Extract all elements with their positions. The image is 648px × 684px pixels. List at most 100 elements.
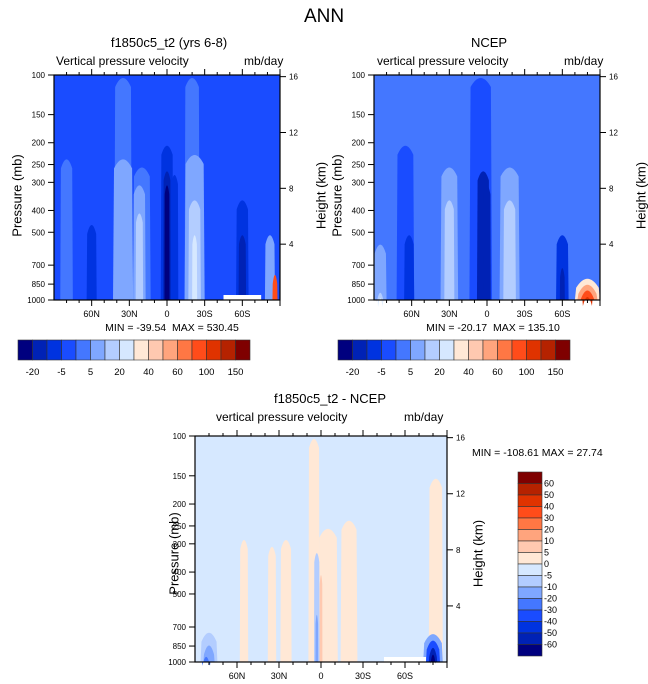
contour-region bbox=[559, 268, 565, 300]
colorbar-label: 60 bbox=[172, 367, 183, 378]
colorbar-swatch bbox=[540, 339, 556, 361]
contour-region bbox=[318, 528, 338, 662]
colorbar-swatch bbox=[517, 598, 543, 611]
right-string-obs: mb/day bbox=[564, 54, 604, 68]
x-tick-label: 30N bbox=[271, 671, 288, 681]
colorbar-label: 5 bbox=[408, 367, 413, 378]
colorbar-label: 30 bbox=[544, 513, 554, 523]
colorbar-swatch bbox=[517, 552, 543, 565]
left-string-model: Vertical pressure velocity bbox=[56, 54, 189, 68]
y-tick-label: 1000 bbox=[27, 296, 45, 305]
y-tick-label: 500 bbox=[32, 228, 46, 237]
colorbar-label: -40 bbox=[544, 617, 557, 627]
colorbar-label: -20 bbox=[544, 594, 557, 604]
colorbar-swatch bbox=[517, 644, 543, 657]
colorbar-label: 20 bbox=[114, 367, 125, 378]
y-right-tick-label: 12 bbox=[456, 490, 465, 499]
colorbar-swatch bbox=[517, 494, 543, 507]
colorbar-label: -50 bbox=[544, 628, 557, 638]
x-tick-label: 60N bbox=[83, 309, 100, 319]
missing-data-patch bbox=[223, 295, 262, 300]
colorbar-model: -20 -5 5 20 40 60 100 150 bbox=[17, 339, 251, 378]
colorbar-swatch bbox=[517, 609, 543, 622]
y-right-tick-label: 16 bbox=[609, 73, 618, 82]
colorbar-swatch bbox=[468, 339, 484, 361]
colorbar-swatch bbox=[517, 632, 543, 645]
x-tick-label: 30S bbox=[355, 671, 371, 681]
contour-region bbox=[170, 175, 179, 300]
colorbar-swatch bbox=[424, 339, 440, 361]
contour-region bbox=[272, 274, 278, 300]
colorbar-swatch bbox=[220, 339, 236, 361]
y-tick-label: 500 bbox=[173, 590, 187, 599]
x-tick-label: 30N bbox=[441, 309, 458, 319]
contour-region bbox=[374, 244, 387, 300]
y-right-tick-label: 8 bbox=[289, 184, 294, 193]
contour-region bbox=[238, 235, 247, 300]
colorbar-swatch bbox=[517, 540, 543, 553]
contour-region bbox=[164, 185, 170, 300]
colorbar-swatch bbox=[410, 339, 426, 361]
contour-region bbox=[404, 235, 415, 300]
colorbar-swatch bbox=[366, 339, 382, 361]
x-tick-label: 0 bbox=[164, 309, 169, 319]
y-right-tick-label: 12 bbox=[289, 128, 298, 137]
contour-field bbox=[54, 75, 280, 300]
y-tick-label: 150 bbox=[32, 111, 46, 120]
colorbar-swatch bbox=[206, 339, 222, 361]
colorbar-label: -10 bbox=[544, 582, 557, 592]
y-tick-label: 200 bbox=[32, 139, 46, 148]
contour-region bbox=[319, 575, 323, 662]
contour-region bbox=[483, 185, 491, 300]
missing-data-patch bbox=[384, 657, 426, 662]
y-tick-label: 500 bbox=[352, 228, 366, 237]
minmax-model: MIN = -39.54 MAX = 530.45 bbox=[62, 322, 282, 334]
y-tick-label: 700 bbox=[173, 623, 187, 632]
y-right-tick-label: 4 bbox=[456, 602, 461, 611]
contour-region bbox=[264, 235, 275, 300]
x-tick-label: 30N bbox=[121, 309, 138, 319]
contour-region bbox=[192, 235, 198, 300]
minmax-obs: MIN = -20.17 MAX = 135.10 bbox=[383, 322, 603, 334]
y-right-tick-label: 12 bbox=[609, 128, 618, 137]
max-label-obs: MAX = 135.10 bbox=[493, 322, 560, 334]
y-tick-label: 150 bbox=[173, 472, 187, 481]
colorbar-label: 100 bbox=[199, 367, 215, 378]
contour-plot-diff: 100 150 200 250 300 400 500 700 850 1000 16 12 8 4 60N… bbox=[168, 430, 465, 681]
contour-region bbox=[556, 235, 569, 300]
colorbar-swatch bbox=[352, 339, 368, 361]
contour-region bbox=[579, 290, 595, 300]
y-tick-label: 400 bbox=[352, 206, 366, 215]
colorbar-swatch bbox=[453, 339, 469, 361]
contour-region bbox=[444, 200, 455, 300]
y-right-tick-label: 8 bbox=[609, 184, 614, 193]
max-label-model: MAX = 530.45 bbox=[172, 322, 239, 334]
colorbar-swatch bbox=[61, 339, 77, 361]
y-tick-label: 300 bbox=[32, 178, 46, 187]
colorbar-label: 5 bbox=[544, 548, 549, 558]
y-right-tick-label: 4 bbox=[609, 240, 614, 249]
contour-region bbox=[60, 159, 73, 300]
colorbar-swatch bbox=[46, 339, 62, 361]
colorbar-swatch bbox=[133, 339, 149, 361]
colorbar-swatch bbox=[148, 339, 164, 361]
x-tick-label: 0 bbox=[318, 671, 323, 681]
panel-title-diff: f1850c5_t2 - NCEP bbox=[273, 391, 386, 406]
colorbar-label: 40 bbox=[463, 367, 474, 378]
y-tick-label: 200 bbox=[352, 139, 366, 148]
colorbar-label: 40 bbox=[143, 367, 154, 378]
colorbar-swatch bbox=[497, 339, 513, 361]
colorbar-swatch bbox=[517, 586, 543, 599]
colorbar-swatch bbox=[337, 339, 353, 361]
min-label-obs: MIN = -20.17 bbox=[426, 322, 488, 334]
colorbar-label: 20 bbox=[544, 525, 554, 535]
contour-field bbox=[195, 436, 447, 666]
colorbar-swatch bbox=[517, 517, 543, 530]
colorbar-swatch bbox=[517, 563, 543, 576]
colorbar-label: 50 bbox=[544, 490, 554, 500]
minmax-diff: MIN = -108.61 MAX = 27.74 bbox=[472, 447, 603, 459]
colorbar-label: -5 bbox=[57, 367, 65, 378]
x-tick-label: 60S bbox=[397, 671, 413, 681]
y-tick-label: 100 bbox=[32, 71, 46, 80]
